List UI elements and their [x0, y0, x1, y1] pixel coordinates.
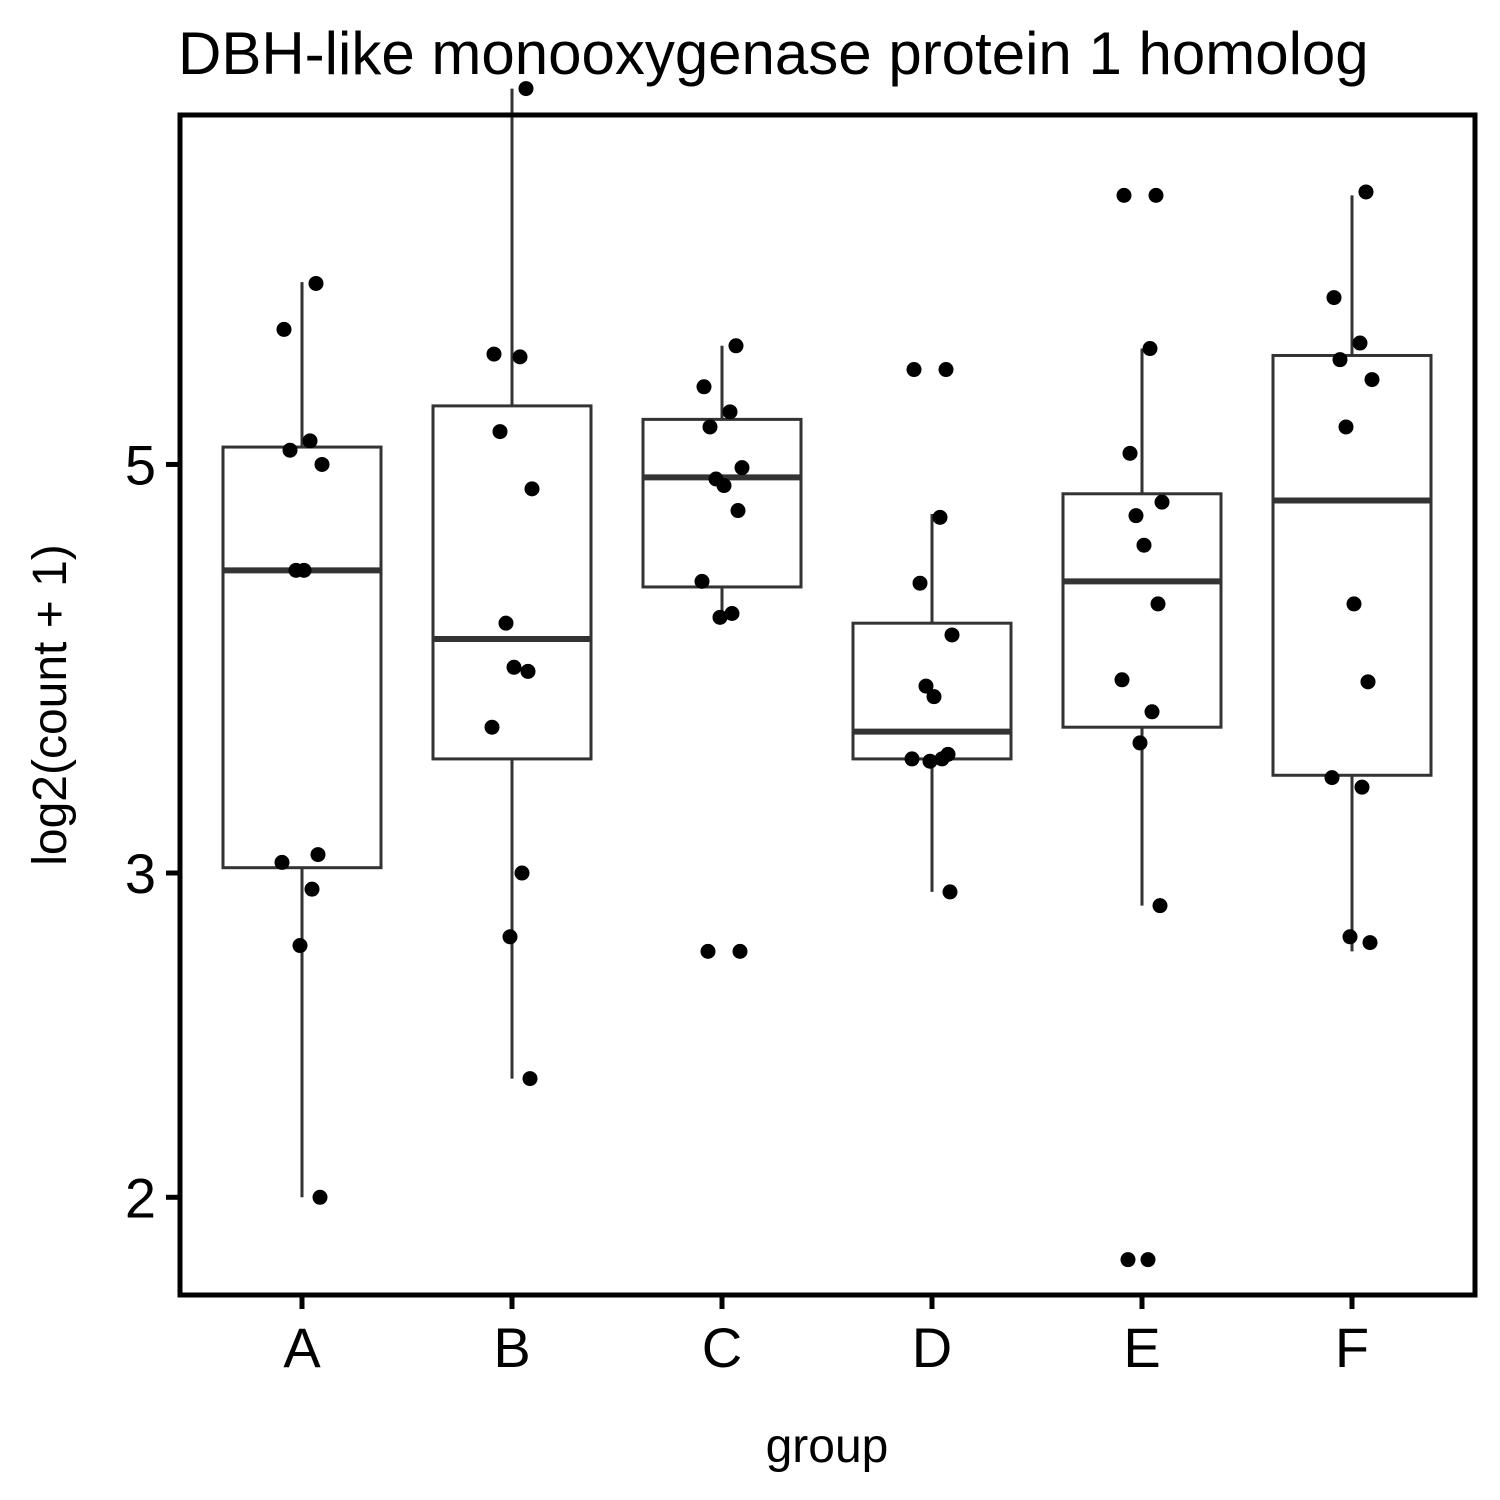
data-point-a [314, 456, 330, 472]
data-point-a [276, 321, 292, 337]
box-b [431, 404, 593, 761]
data-point-d [938, 362, 954, 378]
data-point-b [514, 865, 530, 881]
y-tick-label-2: 2 [125, 1166, 156, 1229]
data-point-d [934, 751, 950, 767]
data-point-d [904, 751, 920, 767]
y-axis-title: log2(count + 1) [24, 544, 77, 866]
data-point-b [520, 663, 536, 679]
x-tick-label-b: B [493, 1316, 530, 1379]
data-point-a [310, 847, 326, 863]
data-point-c [702, 419, 718, 435]
data-point-c [728, 338, 744, 354]
data-point-a [296, 562, 312, 578]
data-point-c [734, 460, 750, 476]
data-point-e [1150, 596, 1166, 612]
data-point-b [512, 349, 528, 365]
data-point-c [732, 943, 748, 959]
data-point-a [292, 938, 308, 954]
data-point-d [932, 509, 948, 525]
data-point-e [1132, 735, 1148, 751]
data-point-f [1364, 372, 1380, 388]
box-f [1271, 353, 1433, 777]
data-point-a [282, 442, 298, 458]
x-tick-label-d: D [912, 1316, 952, 1379]
data-point-e [1148, 187, 1164, 203]
x-tick-label-f: F [1335, 1316, 1369, 1379]
x-axis-title: group [766, 1420, 889, 1473]
data-point-d [944, 627, 960, 643]
data-point-f [1332, 352, 1348, 368]
data-point-d [912, 575, 928, 591]
data-point-f [1342, 929, 1358, 945]
data-point-d [926, 689, 942, 705]
data-point-b [492, 424, 508, 440]
data-point-f [1362, 935, 1378, 951]
data-point-b [518, 81, 534, 97]
data-point-a [274, 854, 290, 870]
data-point-e [1154, 494, 1170, 510]
data-point-c [696, 379, 712, 395]
data-point-f [1338, 419, 1354, 435]
data-point-a [304, 881, 320, 897]
axes: 2 3 5 A B C D E F [125, 433, 1369, 1379]
data-point-b [522, 1071, 538, 1087]
data-point-d [918, 678, 934, 694]
data-point-d [906, 362, 922, 378]
data-point-d [922, 753, 938, 769]
data-point-e [1128, 508, 1144, 524]
x-tick-label-e: E [1123, 1316, 1160, 1379]
data-point-a [308, 275, 324, 291]
data-point-f [1354, 779, 1370, 795]
data-point-c [730, 503, 746, 519]
x-tick-label-a: A [283, 1316, 321, 1379]
data-point-c [722, 404, 738, 420]
data-point-e [1120, 1252, 1136, 1268]
data-point-c [712, 609, 728, 625]
y-tick-label-5: 5 [125, 433, 156, 496]
data-point-a [302, 433, 318, 449]
data-point-b [502, 929, 518, 945]
box-e [1061, 492, 1223, 729]
data-point-c [694, 573, 710, 589]
data-point-e [1140, 1252, 1156, 1268]
data-point-f [1352, 335, 1368, 351]
data-point-e [1142, 341, 1158, 357]
data-point-b [484, 719, 500, 735]
data-point-b [506, 659, 522, 675]
chart-title: DBH-like monooxygenase protein 1 homolog [178, 20, 1369, 87]
box-a [221, 445, 383, 870]
y-tick-label-3: 3 [125, 842, 156, 905]
data-point-d [942, 884, 958, 900]
data-point-f [1360, 674, 1376, 690]
data-point-e [1116, 187, 1132, 203]
data-point-f [1326, 290, 1342, 306]
data-point-c [700, 943, 716, 959]
plot-area [221, 81, 1433, 1268]
data-point-f [1324, 770, 1340, 786]
data-point-f [1346, 596, 1362, 612]
data-point-a [312, 1189, 328, 1205]
x-tick-label-c: C [702, 1316, 742, 1379]
data-point-e [1136, 537, 1152, 553]
data-point-c [724, 605, 740, 621]
data-point-b [524, 481, 540, 497]
data-point-b [498, 615, 514, 631]
data-point-e [1114, 672, 1130, 688]
data-point-f [1358, 184, 1374, 200]
panel-border [177, 112, 1478, 1298]
data-point-e [1152, 898, 1168, 914]
data-point-e [1144, 704, 1160, 720]
box-c [641, 417, 803, 589]
data-point-e [1122, 445, 1138, 461]
data-point-b [486, 346, 502, 362]
data-point-c [716, 478, 732, 494]
